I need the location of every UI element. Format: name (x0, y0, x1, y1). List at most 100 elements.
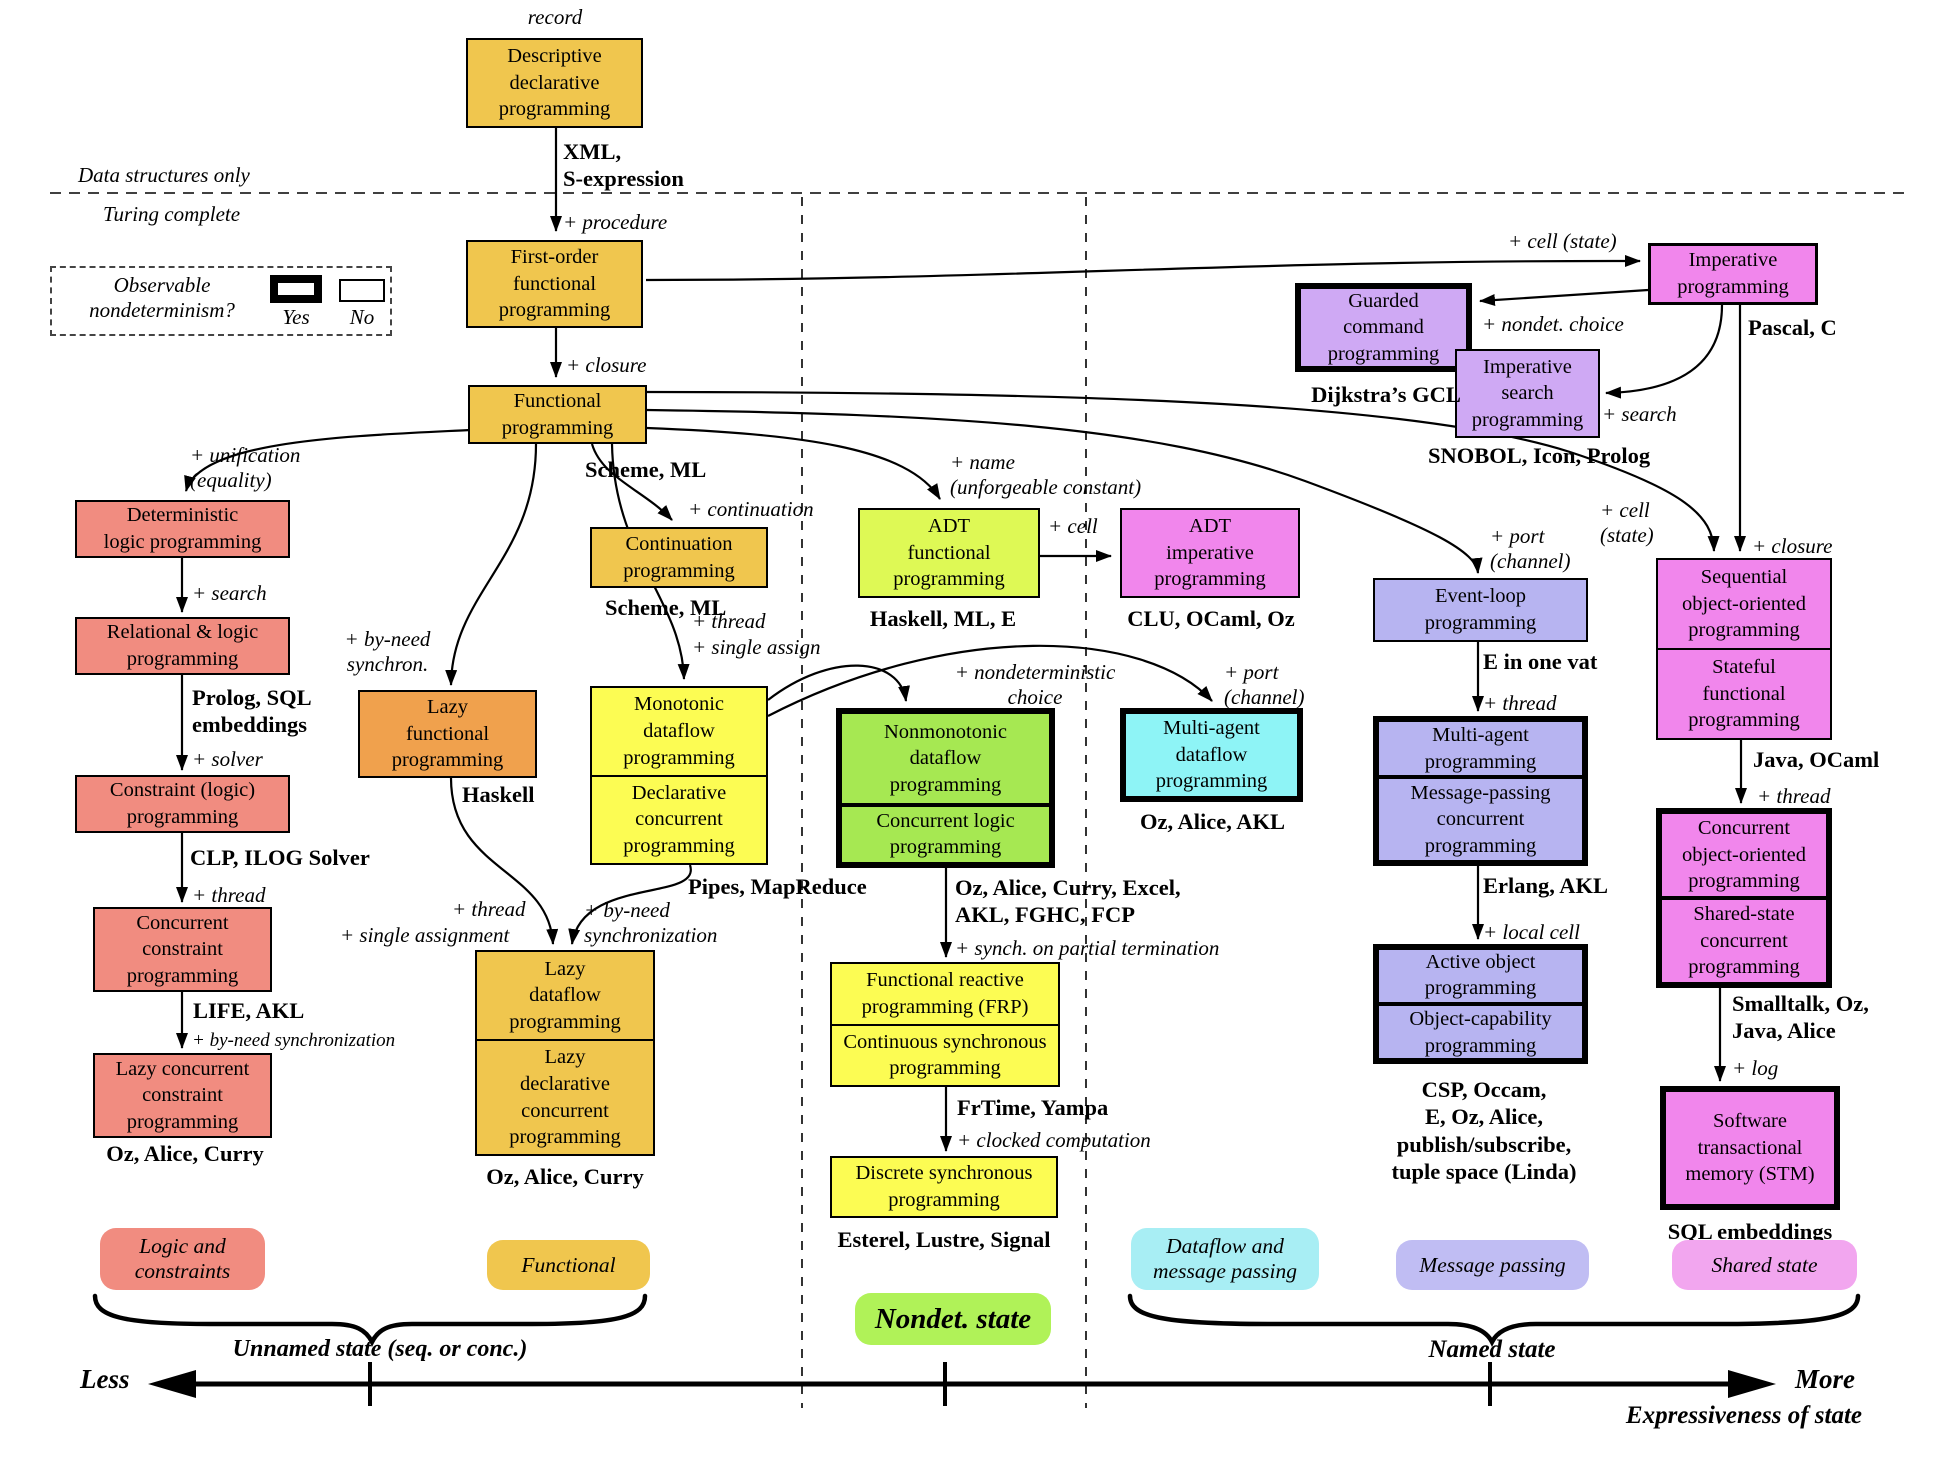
label-unification: + unification (equality) (190, 443, 301, 492)
node-active-object-stack: Active object programming Object-capabil… (1373, 944, 1588, 1064)
node-first-order-functional: First-order functional programming (466, 240, 643, 328)
edge-functional-detlogic (184, 428, 471, 492)
node-concurrent-logic: Concurrent logic programming (842, 802, 1049, 862)
data-structures-only-label: Data structures only (78, 163, 250, 187)
legend-yes-swatch (270, 275, 322, 303)
label-cell-state-top: + cell (state) (1508, 229, 1617, 253)
lang-scheme-ml-functional: Scheme, ML (585, 457, 707, 482)
label-name: + name (unforgeable constant) (950, 450, 1142, 499)
label-nondet-choice-mid: + nondeterministic choice (954, 660, 1116, 709)
axis-title: Expressiveness of state (1625, 1402, 1862, 1429)
node-nonmonotonic-stack: Nonmonotonic dataflow programming Concur… (836, 708, 1055, 868)
lang-life-akl: LIFE, AKL (193, 998, 305, 1023)
category-functional: Functional (487, 1240, 650, 1290)
label-thread-p: + thread (1483, 691, 1557, 715)
edge-firstorder-imperative (645, 254, 1641, 282)
lang-pascal-c: Pascal, C (1748, 315, 1837, 340)
category-shared-state: Shared state (1672, 1240, 1857, 1290)
lang-oz-alice-curry-mid: Oz, Alice, Curry (486, 1164, 644, 1189)
node-deterministic-logic: Deterministic logic programming (75, 500, 290, 558)
label-search-right: + search (1602, 402, 1677, 426)
node-functional-reactive: Functional reactive programming (FRP) (861, 969, 1029, 1018)
node-shared-state-concurrent: Shared-state concurrent programming (1662, 896, 1826, 982)
label-thread-right: + thread (1757, 784, 1831, 808)
node-declarative-concurrent: Declarative concurrent programming (592, 774, 766, 864)
named-state-label: Named state (1428, 1336, 1556, 1363)
nondeterminism-legend (50, 266, 392, 336)
edge-monotonic-nonmonotonic (767, 664, 910, 702)
label-synch-partial: + synch. on partial termination (955, 936, 1220, 960)
node-concurrent-oo: Concurrent object-oriented programming (1681, 817, 1807, 893)
category-logic-constraints: Logic and constraints (100, 1228, 265, 1290)
axis-arrow-right (1728, 1370, 1776, 1398)
lang-esterel: Esterel, Lustre, Signal (837, 1227, 1051, 1252)
node-continuous-synchronous: Continuous synchronous programming (832, 1023, 1058, 1086)
label-port-2: + port (channel) (1490, 524, 1571, 573)
node-object-capability: Object-capability programming (1379, 1002, 1582, 1059)
lang-frtime-yampa: FrTime, Yampa (957, 1095, 1109, 1120)
edge-lazyfunc-lazydataflow (449, 777, 559, 945)
lang-java-ocaml: Java, OCaml (1753, 747, 1880, 772)
legend-question: Observable nondeterminism? (89, 273, 235, 322)
node-sequential-oo: Sequential object-oriented programming (1681, 566, 1807, 642)
record-label: record (527, 5, 583, 29)
node-functional-programming: Functional programming (468, 385, 647, 444)
label-single-assign: + single assign (692, 635, 821, 659)
label-port-1: + port (channel) (1224, 660, 1305, 709)
legend-yes-label: Yes (282, 305, 310, 329)
node-multiagent-dataflow: Multi-agent dataflow programming (1120, 708, 1303, 802)
node-discrete-synchronous: Discrete synchronous programming (830, 1156, 1058, 1218)
node-lazy-declarative-concurrent: Lazy declarative concurrent programming (477, 1039, 653, 1154)
edge-monotonic-multiagentdf (767, 644, 1213, 717)
edge-functional-lazyfunctional (445, 443, 538, 686)
brace-named-state (1127, 1293, 1861, 1348)
edge-functional-eventloop (646, 408, 1483, 574)
label-nondet-choice-right: + nondet. choice (1482, 312, 1624, 336)
turing-complete-label: Turing complete (103, 202, 241, 226)
node-frp-stack: Functional reactive programming (FRP) Co… (830, 962, 1060, 1087)
node-nonmonotonic-dataflow: Nonmonotonic dataflow programming (884, 720, 1007, 796)
lang-clu-ocaml-oz: CLU, OCaml, Oz (1127, 606, 1295, 631)
lang-dijkstra-gcl: Dijkstra’s GCL (1311, 382, 1461, 407)
node-adt-imperative: ADT imperative programming (1120, 508, 1300, 598)
lang-erlang-akl: Erlang, AKL (1483, 873, 1609, 898)
label-log: + log (1732, 1056, 1779, 1080)
lang-oz-alice-akl: Oz, Alice, AKL (1140, 809, 1285, 834)
lang-e-in-one-vat: E in one vat (1483, 649, 1598, 674)
label-single-assignment: + single assignment (340, 923, 510, 947)
unnamed-state-label: Unnamed state (seq. or conc.) (232, 1336, 528, 1362)
node-lazy-concurrent-constraint: Lazy concurrent constraint programming (93, 1053, 272, 1138)
label-cell-state-2: + cell (state) (1600, 498, 1654, 547)
edge-functional-continuation (590, 443, 673, 521)
lang-oz-alice-curry-left: Oz, Alice, Curry (106, 1141, 264, 1166)
edge-functional-adtfunctional (646, 426, 941, 500)
label-thread-left: + thread (192, 883, 266, 907)
lang-haskell: Haskell (462, 782, 535, 807)
node-imperative-programming: Imperative programming (1648, 243, 1818, 305)
axis-less-label: Less (80, 1364, 130, 1394)
node-monotonic-declarative-stack: Monotonic dataflow programming Declarati… (590, 686, 768, 865)
edge-functional-seqoo (646, 390, 1720, 552)
lang-pipes-mapreduce: Pipes, MapReduce (688, 874, 867, 899)
lang-csp-occam: CSP, Occam, E, Oz, Alice, publish/subscr… (1391, 1077, 1577, 1185)
label-continuation: + continuation (688, 497, 814, 521)
node-event-loop: Event-loop programming (1373, 578, 1588, 642)
category-message-passing: Message passing (1396, 1240, 1589, 1290)
lang-scheme-ml-continuation: Scheme, ML (605, 595, 727, 620)
edge-imperative-impsearch (1605, 304, 1724, 399)
brace-unnamed-state (92, 1293, 648, 1348)
label-solver: + solver (192, 747, 263, 771)
label-byneed-left: + by-need synchronization (192, 1030, 396, 1051)
label-clocked: + clocked computation (957, 1128, 1151, 1152)
axis-more-label: More (1795, 1364, 1855, 1394)
lang-sql-embeddings: SQL embeddings (1667, 1219, 1833, 1244)
label-byneed-sync-2: + by-need synchronization (584, 898, 718, 947)
node-multi-agent-programming: Multi-agent programming (1424, 724, 1537, 773)
node-sequential-oo-stack: Sequential object-oriented programming S… (1656, 558, 1832, 740)
category-nondet-state: Nondet. state (855, 1293, 1051, 1345)
node-descriptive-declarative: Descriptive declarative programming (466, 38, 643, 128)
label-cell: + cell (1048, 514, 1098, 538)
label-thread-m1: + thread (692, 609, 766, 633)
axis-arrow-left (148, 1370, 196, 1398)
